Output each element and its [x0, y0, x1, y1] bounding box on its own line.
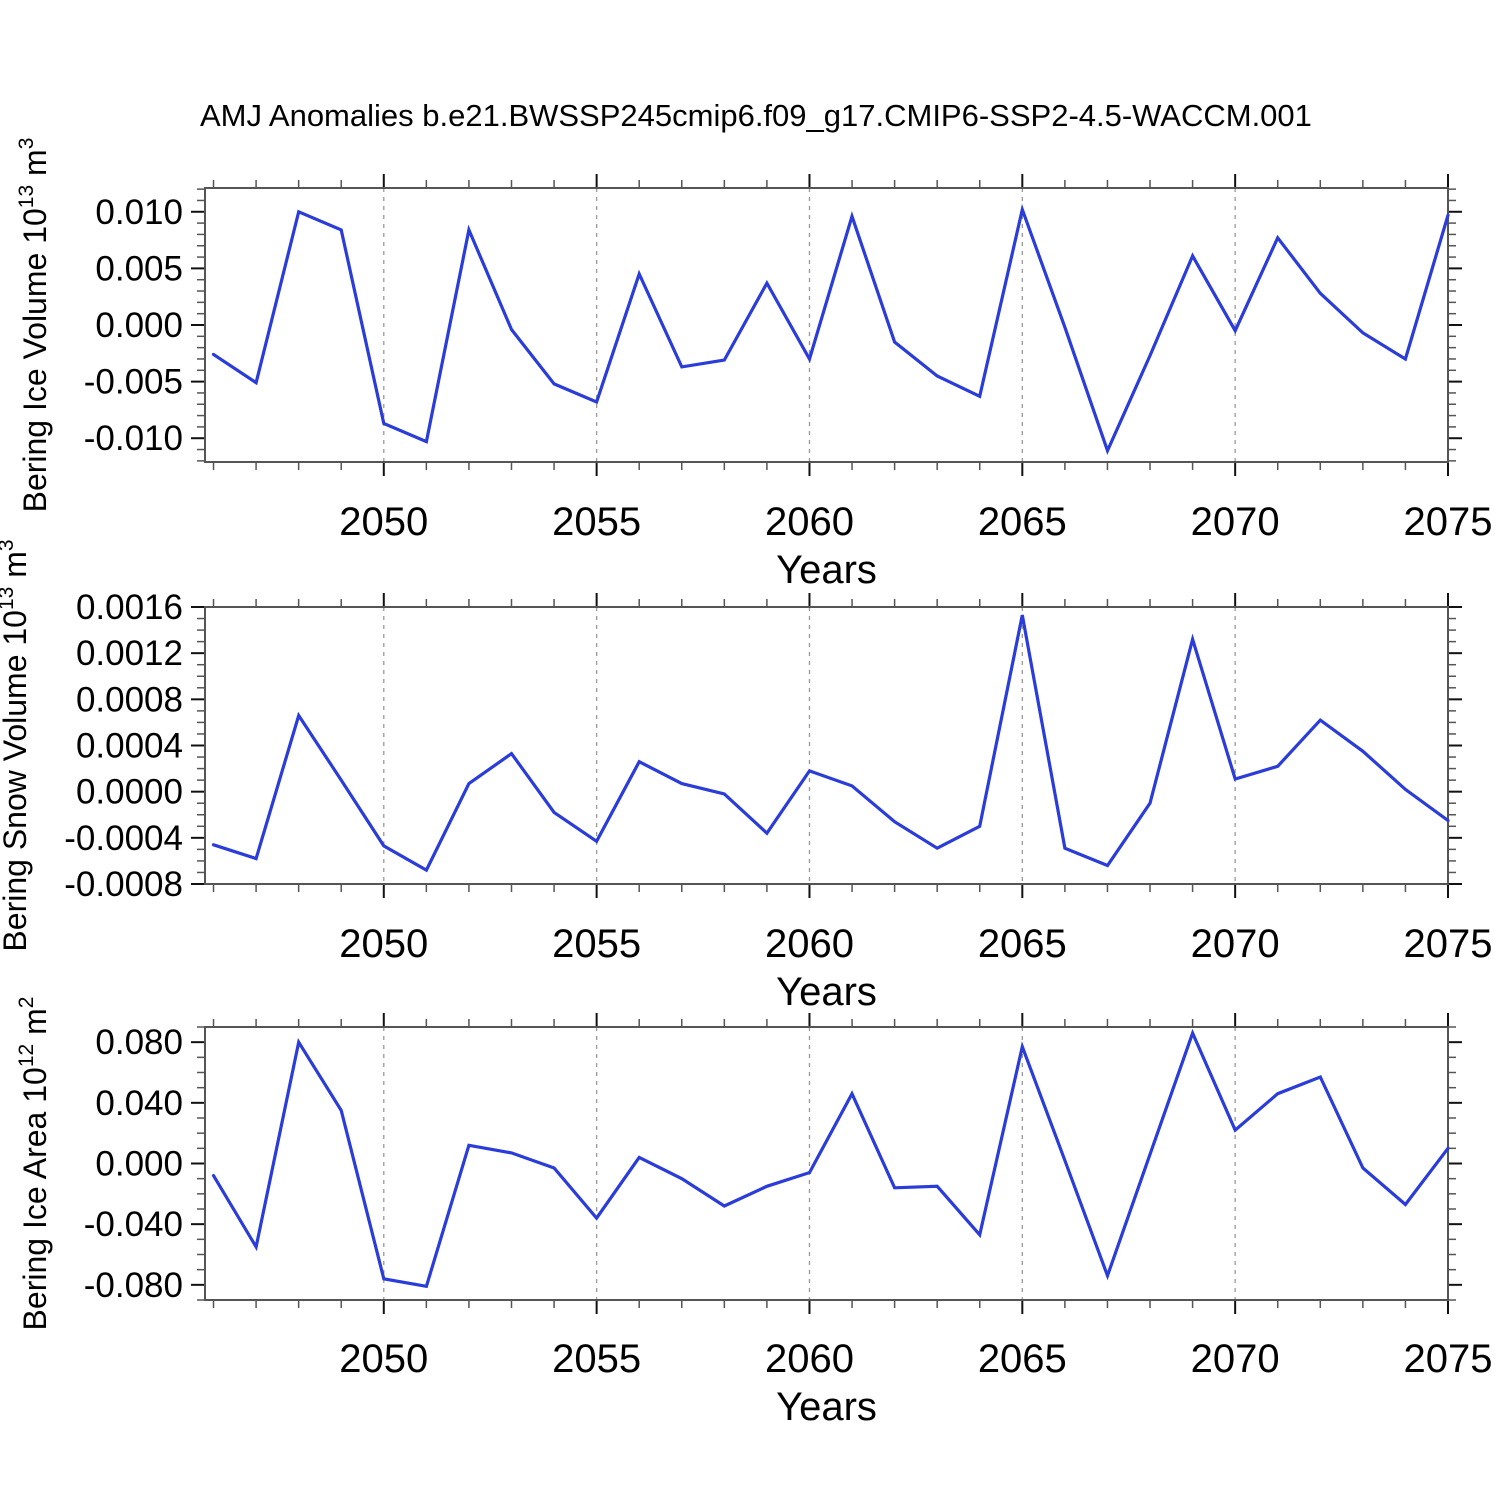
x-tick-label: 2050: [339, 922, 428, 966]
plot-border: [204, 606, 1449, 885]
y-tick-label: 0.000: [95, 306, 183, 345]
y-tick-label: 0.010: [95, 193, 183, 232]
y-tick-label: 0.080: [95, 1023, 183, 1062]
x-tick-label: 2055: [552, 922, 641, 966]
y-tick-label: -0.040: [84, 1205, 183, 1244]
y-tick-label: -0.0008: [64, 865, 183, 904]
y-axis-title: Bering Ice Volume 1013 m3: [15, 138, 53, 513]
panel-bering-ice-volume: 2050 2055 2060 2065 2070 2075 0.010 0.005 0.000 -…: [15, 138, 1492, 592]
x-tick-label: 2060: [765, 922, 854, 966]
x-tick-label: 2075: [1404, 1337, 1493, 1381]
y-tick-label: -0.005: [84, 363, 183, 402]
x-tick-label: 2065: [978, 1337, 1067, 1381]
x-tick-label: 2070: [1191, 922, 1280, 966]
x-tick-label: 2055: [552, 1337, 641, 1381]
x-axis-title: Years: [776, 1385, 877, 1429]
y-tick-label: 0.005: [95, 249, 183, 288]
x-tick-label: 2050: [339, 500, 428, 544]
x-axis-title: Years: [776, 548, 877, 592]
plot-border: [204, 187, 1449, 463]
x-tick-label: 2065: [978, 922, 1067, 966]
x-tick-label: 2075: [1404, 500, 1493, 544]
x-tick-label: 2065: [978, 500, 1067, 544]
x-axis-title: Years: [776, 970, 877, 1014]
y-tick-label: 0.0012: [76, 634, 183, 673]
x-tick-label: 2050: [339, 1337, 428, 1381]
y-axis-title: Bering Snow Volume 1013 m3: [0, 539, 33, 951]
panel-bering-snow-volume: 2050 2055 2060 2065 2070 2075 0.0016 0.0012 0.00…: [0, 539, 1492, 1014]
y-tick-label: -0.0004: [64, 819, 183, 858]
x-tick-label: 2075: [1404, 922, 1493, 966]
x-tick-label: 2060: [765, 1337, 854, 1381]
x-tick-label: 2055: [552, 500, 641, 544]
y-tick-label: -0.010: [84, 419, 183, 458]
plot-border: [204, 1026, 1449, 1301]
y-tick-label: 0.0004: [76, 727, 183, 766]
y-tick-label: 0.0016: [76, 588, 183, 627]
y-tick-label: 0.0000: [76, 773, 183, 812]
data-line-bering-ice-volume: [211, 203, 1450, 456]
y-tick-label: 0.040: [95, 1084, 183, 1123]
y-axis-title: Bering Ice Area 1012 m2: [15, 997, 53, 1331]
chart-title: AMJ Anomalies b.e21.BWSSP245cmip6.f09_g1…: [200, 98, 1312, 133]
x-tick-label: 2070: [1191, 500, 1280, 544]
x-tick-label: 2060: [765, 500, 854, 544]
data-line-bering-snow-volume: [211, 614, 1450, 873]
x-tick-label: 2070: [1191, 1337, 1280, 1381]
y-tick-label: 0.000: [95, 1145, 183, 1184]
y-tick-label: -0.080: [84, 1266, 183, 1305]
y-tick-label: 0.0008: [76, 680, 183, 719]
panel-bering-ice-area: 2050 2055 2060 2065 2070 2075 0.080 0.040 0.000 -…: [15, 997, 1492, 1429]
data-line-bering-ice-area: [211, 1028, 1450, 1289]
